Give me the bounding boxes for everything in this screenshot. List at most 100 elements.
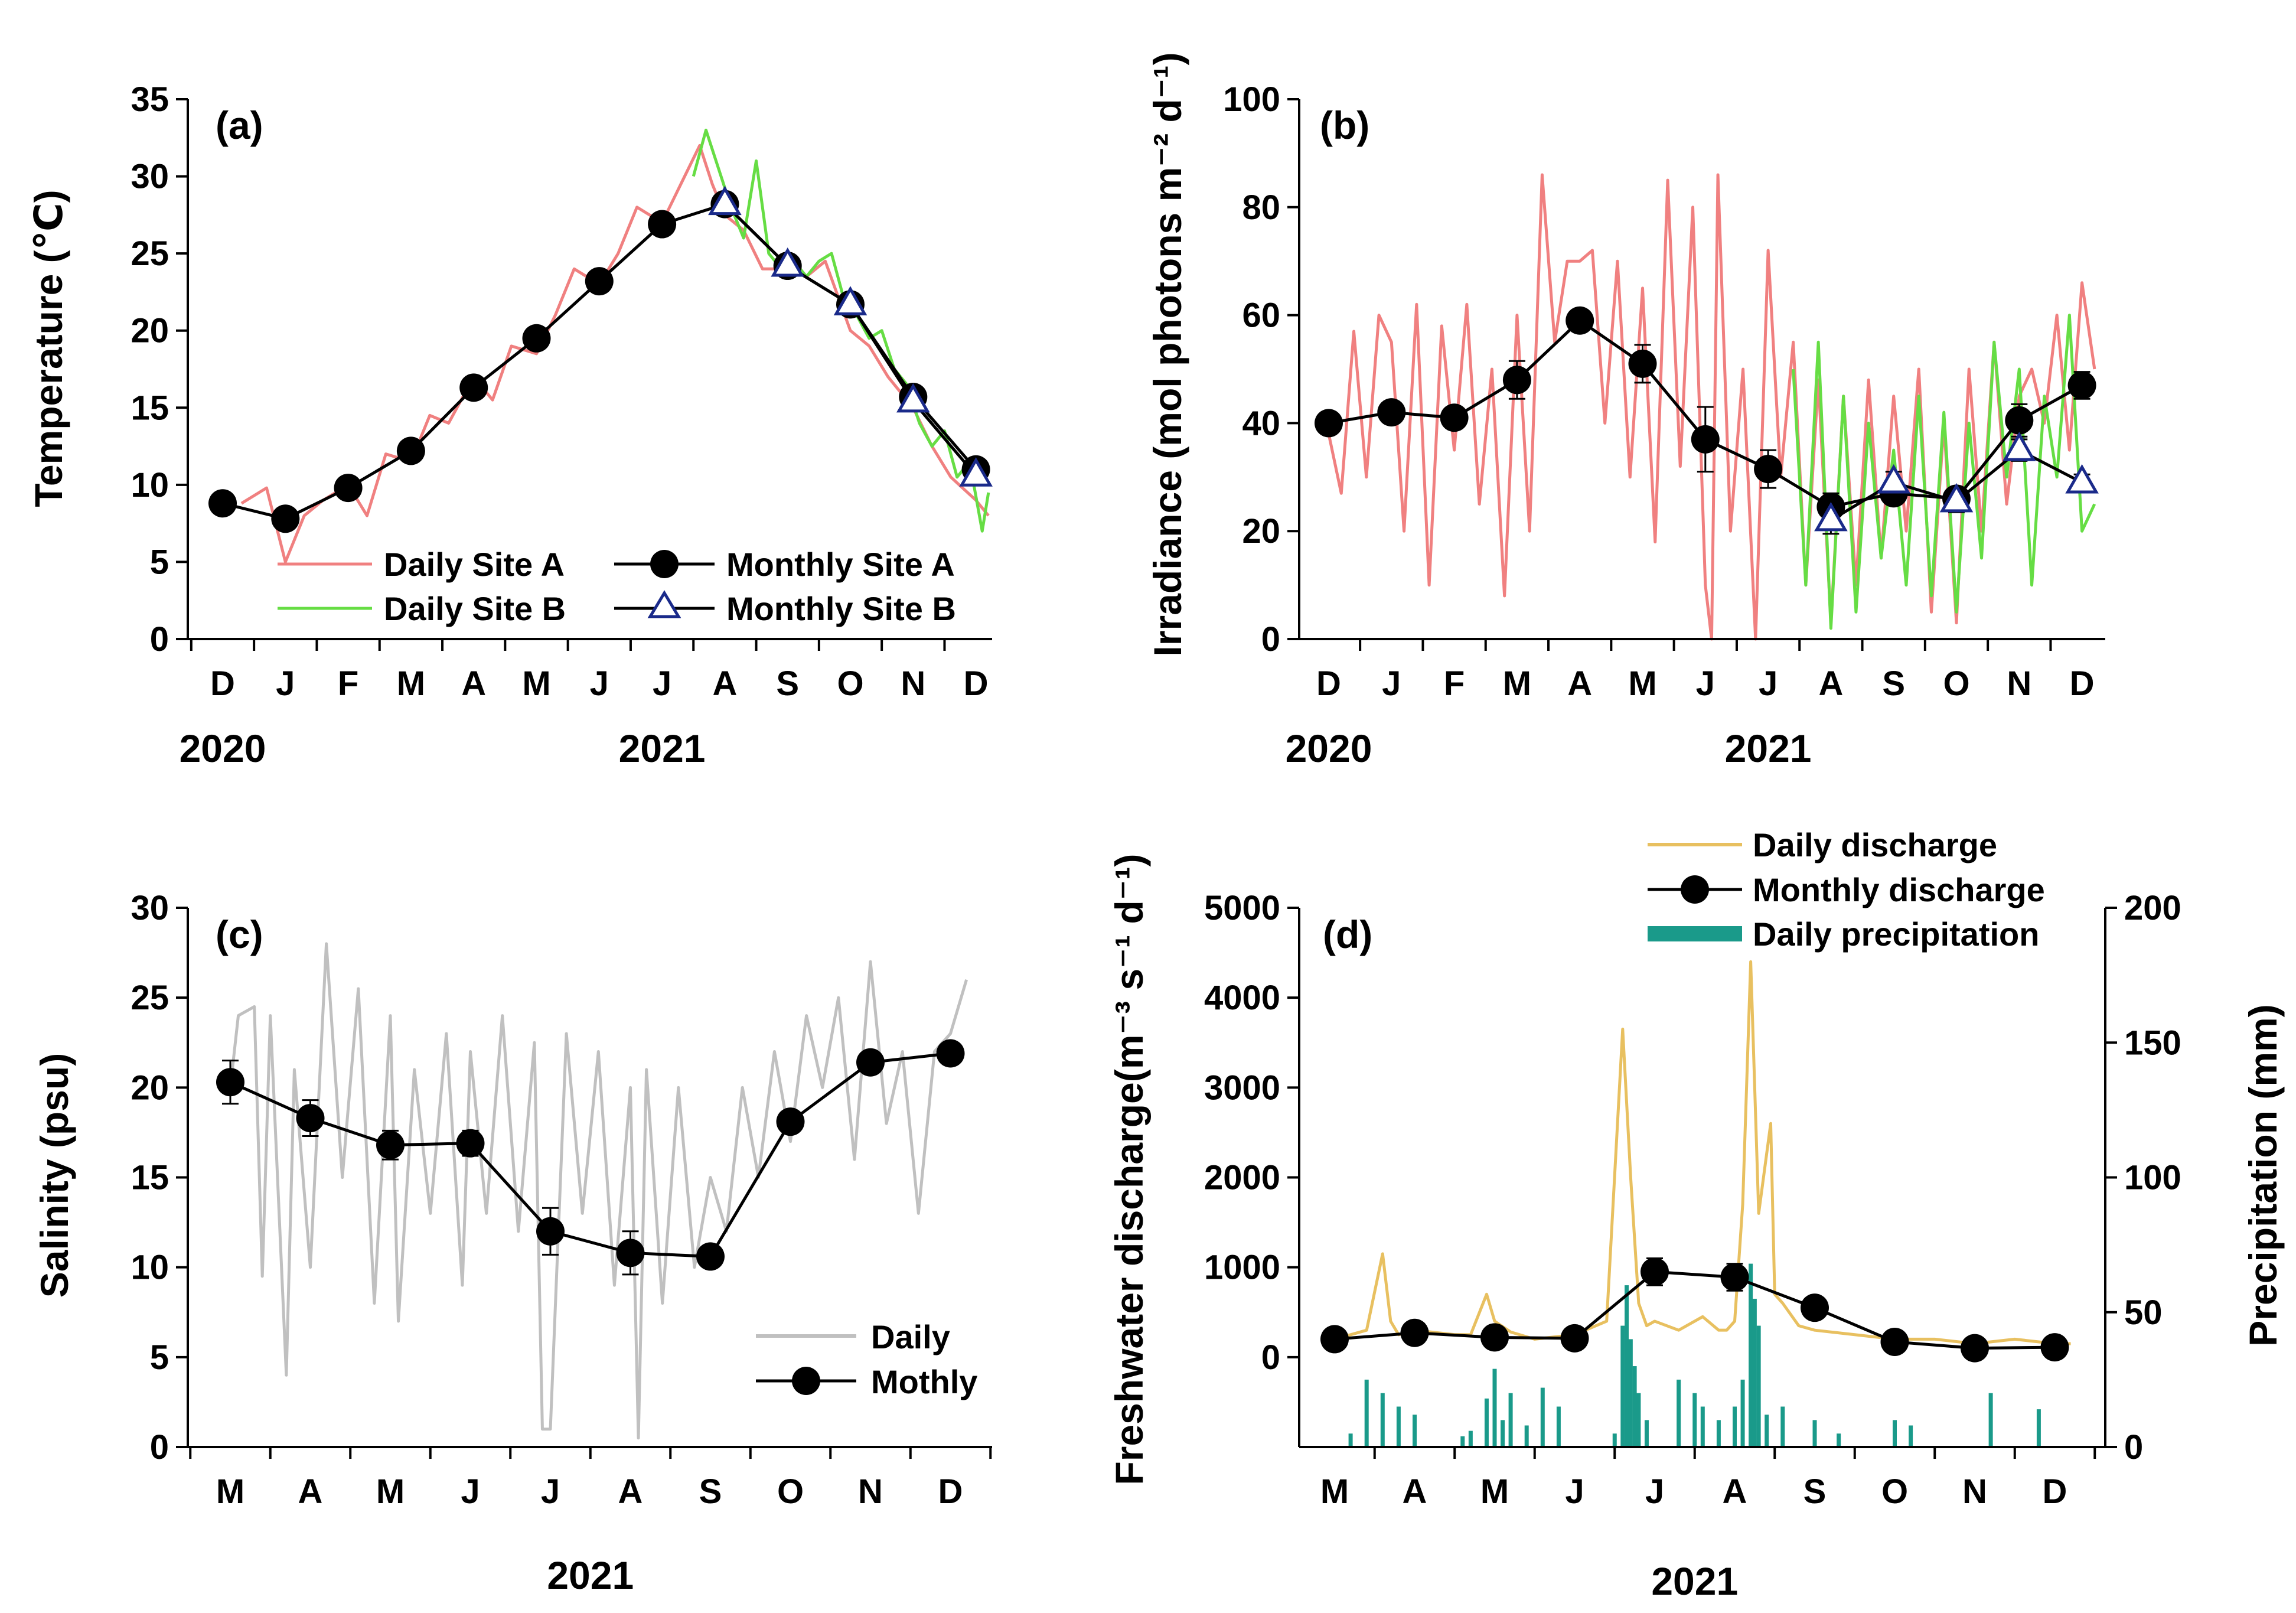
panel-c-salinity: (c) Salinity (psu) 0 5 10 15 20 25 30 M A M J J A S O N… [32,889,992,1597]
monthly-point [1720,1263,1749,1292]
legend-daily-site-b: Daily Site B [384,590,566,627]
y-tick-label: 60 [1242,296,1280,335]
precipitation-bar [1780,1406,1785,1447]
precipitation-bar [1625,1285,1629,1447]
y-tick-label: 80 [1242,188,1280,227]
precipitation-bar [1812,1420,1817,1447]
x-tick-label: N [1962,1472,1987,1511]
year-label: 2021 [547,1553,634,1597]
monthly-point [334,474,363,503]
x-tick-label: O [777,1472,804,1511]
x-tick-label: S [776,664,799,703]
monthly-point [216,1068,244,1097]
x-tick-label: A [1403,1472,1427,1511]
x-tick-label: M [522,664,550,703]
precipitation-bar [1484,1398,1489,1447]
monthly-point-triangle [1814,501,1848,532]
monthly-point [396,436,425,465]
precipitation-bar [1501,1420,1505,1447]
x-tick-label: O [1881,1472,1908,1511]
y2-tick-label: 0 [2124,1428,2143,1467]
precipitation-bar [1909,1425,1913,1447]
x-tick-label: O [1943,664,1969,703]
monthly-point [585,267,614,296]
monthly-point [1320,1325,1349,1354]
precipitation-bar [1348,1433,1353,1447]
y-tick-label: 30 [131,158,169,196]
y-tick-label: 3000 [1204,1068,1280,1107]
precipitation-bar [1364,1379,1369,1447]
monthly-point [1754,455,1783,484]
panel-a-monthly-series [208,185,993,533]
precipitation-bar [1620,1325,1625,1447]
legend-swatch-monthly-site-a-marker [650,550,679,578]
precipitation-bar [1893,1420,1897,1447]
x-tick-label: D [964,664,989,703]
precipitation-bar [1524,1425,1529,1447]
monthly-point [1400,1318,1429,1347]
monthly-point [456,1129,485,1158]
precipitation-bar [1716,1420,1721,1447]
monthly-point [856,1048,885,1077]
x-tick-label: O [837,664,863,703]
monthly-point [536,1217,565,1246]
precipitation-bar [1492,1368,1497,1447]
y-tick-label: 1000 [1204,1249,1280,1287]
x-tick-label: J [1645,1472,1664,1511]
x-tick-label: A [461,664,486,703]
monthly-point-triangle [959,457,993,487]
panel-d-legend: Daily discharge Monthly discharge Daily … [1648,826,2045,953]
monthly-point [1880,1327,1909,1356]
x-tick-label: S [699,1472,722,1511]
x-tick-label: A [298,1472,323,1511]
legend-daily: Daily [871,1318,950,1355]
monthly-point [1691,425,1720,454]
legend-swatch-monthly-discharge-marker [1681,875,1709,904]
monthly-point [2005,406,2034,435]
precipitation-bar [1677,1379,1681,1447]
daily-line-daily-site-a [240,144,990,563]
y-tick-label: 0 [1261,1338,1280,1377]
x-tick-label: J [461,1472,480,1511]
monthly-point [1566,306,1594,335]
monthly-point [208,489,237,518]
y2-tick-label: 150 [2124,1024,2181,1062]
y-tick-label: 20 [131,1068,169,1107]
x-tick-label: M [376,1472,405,1511]
precipitation-bar [1508,1393,1513,1447]
x-tick-label: J [541,1472,560,1511]
x-tick-label: N [901,664,925,703]
y-tick-label: 25 [131,234,169,273]
monthly-point [459,373,488,402]
x-tick-label: M [1503,664,1531,703]
x-tick-label: A [1567,664,1592,703]
panel-c-legend: Daily Mothly [756,1318,977,1400]
x-tick-label: S [1882,664,1905,703]
panel-d-axes: 0 1000 2000 3000 4000 5000 0 50 100 150 200 M A M J J A S… [1204,889,2181,1603]
monthly-point [1377,398,1406,427]
panel-c-label: (c) [216,913,263,956]
monthly-point [1315,409,1343,438]
y-tick-label: 10 [131,1249,169,1287]
panel-c-monthly-series [216,1039,965,1276]
precipitation-bar [1413,1415,1417,1447]
monthly-point-triangle [771,247,805,277]
precipitation-bar [1632,1366,1637,1447]
monthly-point-triangle [2065,464,2099,494]
x-tick-label: J [1696,664,1715,703]
monthly-line-monthly-discharge [1334,1270,2055,1350]
daily-line-daily-site-b [692,128,990,533]
monthly-point [1801,1293,1829,1322]
y-tick-label: 35 [131,80,169,119]
x-tick-label: J [1565,1472,1584,1511]
x-tick-label: F [1444,664,1465,703]
precipitation-bar [1628,1339,1633,1447]
y-tick-label: 5000 [1204,889,1280,927]
monthly-point [1641,1257,1669,1286]
monthly-point-triangle [2002,432,2036,461]
legend-monthly-site-a: Monthly Site A [726,546,955,583]
y-tick-label: 30 [131,889,169,927]
